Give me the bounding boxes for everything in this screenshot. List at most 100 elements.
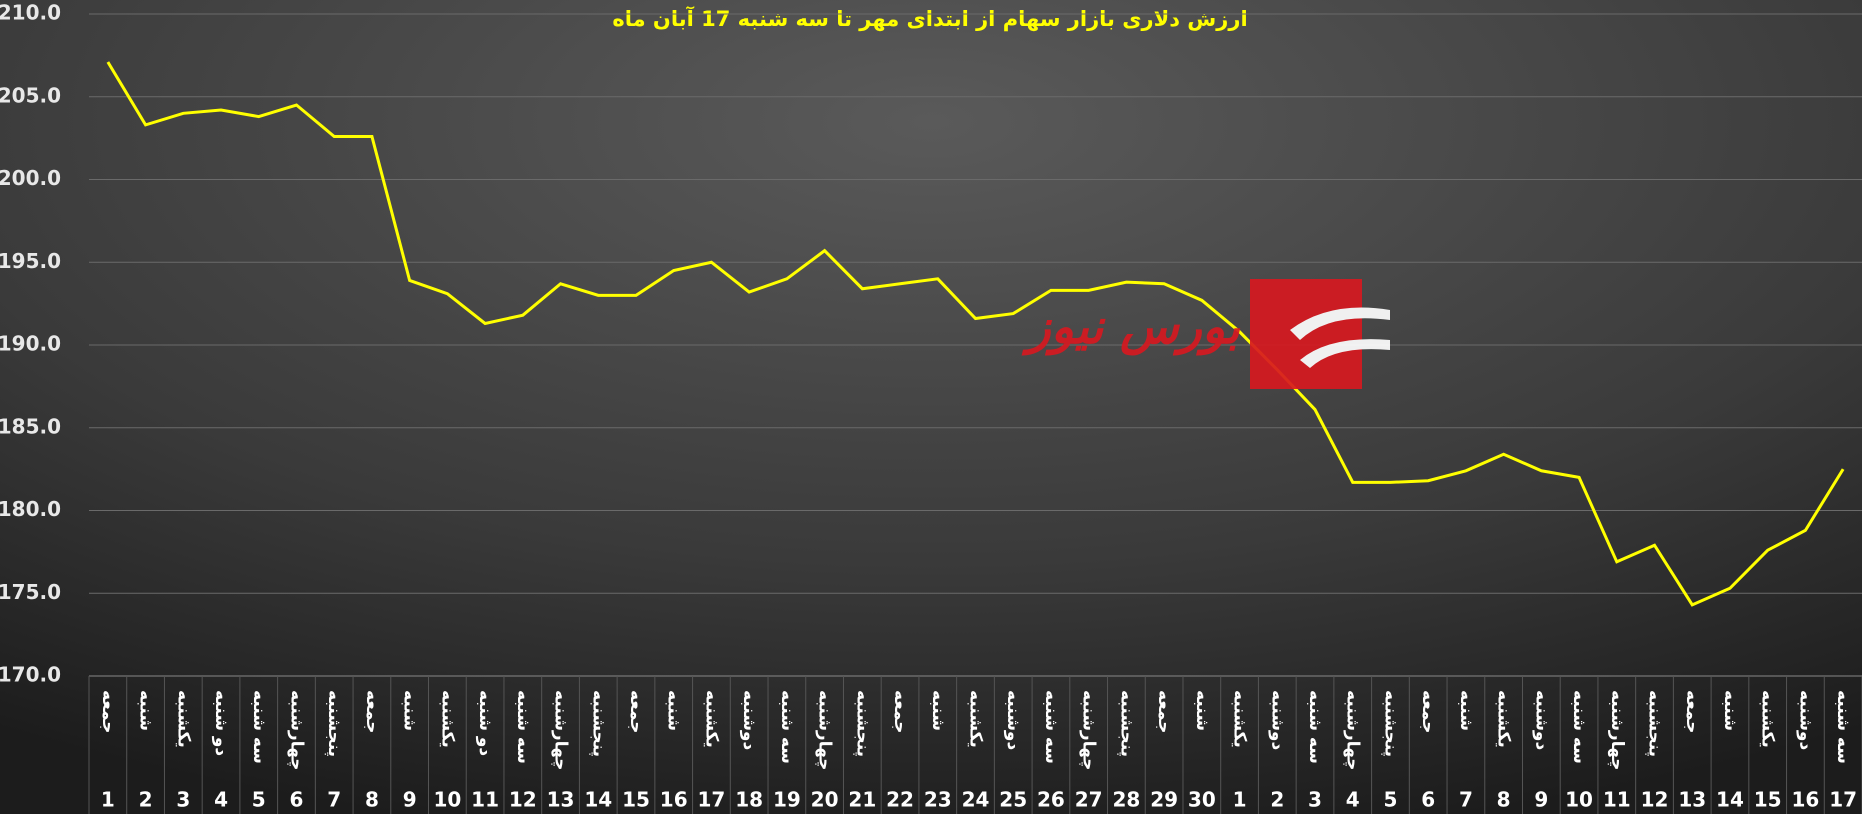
x-tick-label: 4 <box>1346 788 1360 812</box>
weekday-label: دو شنبه <box>211 690 231 756</box>
weekday-label: یکشنبه <box>437 690 457 748</box>
weekday-label: چهارشنبه <box>551 690 571 771</box>
x-tick-label: 19 <box>773 788 801 812</box>
weekday-label: شنبه <box>400 690 420 731</box>
weekday-label: پنجشنبه <box>588 690 608 757</box>
weekday-label: سه شنبه <box>1305 690 1325 764</box>
x-tick-label: 9 <box>1534 788 1548 812</box>
x-tick-label: 15 <box>1754 788 1782 812</box>
weekday-label: چهارشنبه <box>286 690 306 771</box>
x-tick-label: 24 <box>962 788 990 812</box>
weekday-label: دوشنبه <box>1795 690 1815 750</box>
weekday-label: جمعه <box>98 690 118 734</box>
x-tick-label: 13 <box>547 788 575 812</box>
y-tick-label: 195.0 <box>0 249 61 273</box>
weekday-label: شنبه <box>1192 690 1212 731</box>
x-tick-label: 1 <box>1233 788 1247 812</box>
weekday-label: دوشنبه <box>1003 690 1023 750</box>
weekday-label: شنبه <box>1720 690 1740 731</box>
weekday-label: شنبه <box>136 690 156 731</box>
y-tick-label: 175.0 <box>0 580 61 604</box>
x-tick-label: 16 <box>660 788 688 812</box>
weekday-label: چهارشنبه <box>1079 690 1099 771</box>
y-tick-label: 210.0 <box>0 1 61 25</box>
x-tick-label: 4 <box>214 788 228 812</box>
x-tick-label: 13 <box>1678 788 1706 812</box>
x-tick-label: 22 <box>886 788 914 812</box>
weekday-label: چهارشنبه <box>815 690 835 771</box>
weekday-label: پنجشنبه <box>324 690 344 757</box>
weekday-label: یکشنبه <box>966 690 986 748</box>
weekday-label: پنجشنبه <box>1380 690 1400 757</box>
weekday-label: دوشنبه <box>1531 690 1551 750</box>
x-tick-label: 12 <box>1641 788 1669 812</box>
x-tick-label: 6 <box>290 788 304 812</box>
weekday-label: یکشنبه <box>1494 690 1514 748</box>
x-tick-label: 2 <box>139 788 153 812</box>
x-tick-label: 17 <box>698 788 726 812</box>
x-tick-label: 2 <box>1270 788 1284 812</box>
x-tick-label: 11 <box>471 788 499 812</box>
weekday-label: یکشنبه <box>1758 690 1778 748</box>
watermark: بورس نیوز <box>1022 299 1241 356</box>
weekday-label: جمعه <box>1682 690 1702 734</box>
y-tick-label: 170.0 <box>0 663 61 687</box>
weekday-label: پنجشنبه <box>852 690 872 757</box>
x-tick-label: 1 <box>101 788 115 812</box>
weekday-label: سه شنبه <box>1833 690 1853 764</box>
weekday-label: چهارشنبه <box>1607 690 1627 771</box>
weekday-label: جمعه <box>1154 690 1174 734</box>
weekday-label: جمعه <box>890 690 910 734</box>
x-tick-label: 10 <box>433 788 461 812</box>
chart-title: ارزش دلاری بازار سهام از ابتدای مهر تا س… <box>612 6 1247 31</box>
x-tick-label: 3 <box>176 788 190 812</box>
x-tick-label: 21 <box>848 788 876 812</box>
weekday-label: سه شنبه <box>777 690 797 764</box>
data-line <box>106 61 1845 607</box>
x-tick-label: 20 <box>811 788 839 812</box>
weekday-label: جمعه <box>626 690 646 734</box>
y-tick-label: 185.0 <box>0 414 61 438</box>
x-tick-label: 8 <box>1497 788 1511 812</box>
logo: بورس نیوز <box>1022 279 1390 389</box>
weekday-label: شنبه <box>928 690 948 731</box>
x-tick-label: 5 <box>1383 788 1397 812</box>
x-tick-label: 10 <box>1565 788 1593 812</box>
weekday-label: سه شنبه <box>1041 690 1061 764</box>
weekday-label: سه شنبه <box>249 690 269 764</box>
x-tick-label: 28 <box>1112 788 1140 812</box>
x-tick-label: 6 <box>1421 788 1435 812</box>
x-tick-label: 16 <box>1791 788 1819 812</box>
x-tick-label: 18 <box>735 788 763 812</box>
weekday-label: یکشنبه <box>1230 690 1250 748</box>
x-tick-label: 14 <box>1716 788 1744 812</box>
x-tick-label: 5 <box>252 788 266 812</box>
x-tick-label: 8 <box>365 788 379 812</box>
x-tick-label: 29 <box>1150 788 1178 812</box>
y-tick-label: 200.0 <box>0 166 61 190</box>
weekday-label: دو شنبه <box>475 690 495 756</box>
x-tick-label: 27 <box>1075 788 1103 812</box>
weekday-label: چهارشنبه <box>1343 690 1363 771</box>
weekday-label: شنبه <box>1456 690 1476 731</box>
weekday-label: جمعه <box>1418 690 1438 734</box>
x-tick-label: 7 <box>1459 788 1473 812</box>
logo-mark <box>1290 307 1390 368</box>
weekday-label: یکشنبه <box>173 690 193 748</box>
x-tick-label: 23 <box>924 788 952 812</box>
y-tick-label: 205.0 <box>0 83 61 107</box>
weekday-label: دوشنبه <box>739 690 759 750</box>
x-tick-label: 9 <box>403 788 417 812</box>
y-tick-label: 190.0 <box>0 332 61 356</box>
weekday-label: جمعه <box>362 690 382 734</box>
x-tick-label: 26 <box>1037 788 1065 812</box>
x-tick-label: 25 <box>999 788 1027 812</box>
x-tick-label: 17 <box>1829 788 1857 812</box>
x-tick-label: 14 <box>584 788 612 812</box>
weekday-label: پنجشنبه <box>1116 690 1136 757</box>
weekday-label: پنجشنبه <box>1645 690 1665 757</box>
weekday-label: دوشنبه <box>1267 690 1287 750</box>
x-tick-label: 15 <box>622 788 650 812</box>
